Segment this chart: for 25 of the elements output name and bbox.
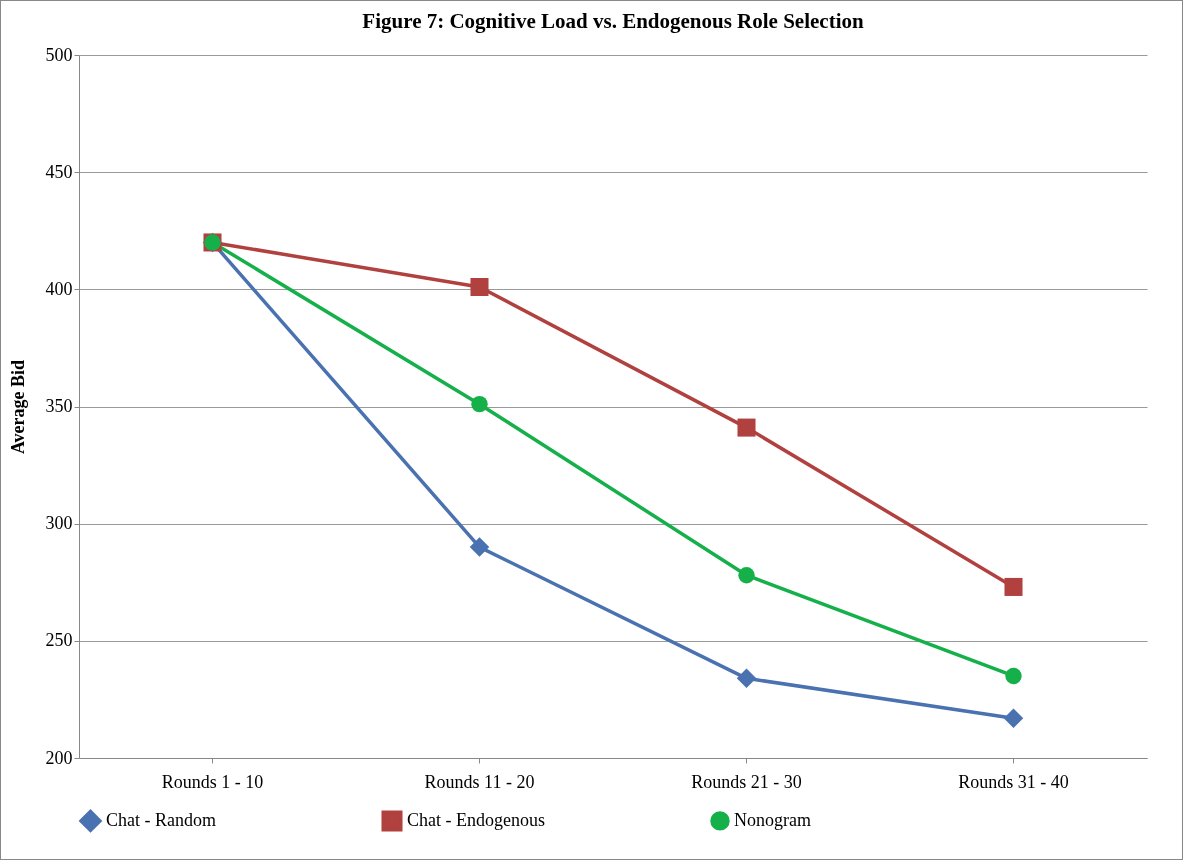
- point: [736, 668, 757, 689]
- y-tick-label: 400: [45, 278, 73, 299]
- point: [469, 537, 490, 557]
- point: [737, 418, 756, 437]
- x-tick-label: Rounds 31 - 40: [958, 771, 1069, 792]
- x-tick-label: Rounds 21 - 30: [691, 771, 802, 792]
- y-tick-label: 350: [45, 396, 73, 416]
- point: [1004, 577, 1023, 596]
- y-tick-label: 500: [45, 44, 73, 65]
- legend-label: Chat - Endogenous: [407, 809, 545, 830]
- point: [1003, 708, 1024, 728]
- point: [738, 567, 755, 584]
- y-axis-title: Average Bid: [7, 359, 28, 455]
- chart-title: Figure 7: Cognitive Load vs. Endogenous Role Selection: [362, 9, 864, 33]
- y-tick-label: 300: [45, 513, 73, 534]
- point: [471, 395, 488, 413]
- x-tick-label: Rounds 1 - 10: [161, 771, 264, 792]
- legend-label: Nonogram: [734, 809, 811, 830]
- legend-label: Chat - Random: [106, 809, 216, 830]
- x-tick-label: Rounds 11 - 20: [424, 771, 535, 792]
- y-tick-label: 200: [45, 747, 73, 768]
- y-tick-label: 250: [45, 630, 73, 651]
- point: [1005, 667, 1022, 685]
- point: [470, 277, 489, 296]
- y-tick-label: 450: [45, 161, 73, 182]
